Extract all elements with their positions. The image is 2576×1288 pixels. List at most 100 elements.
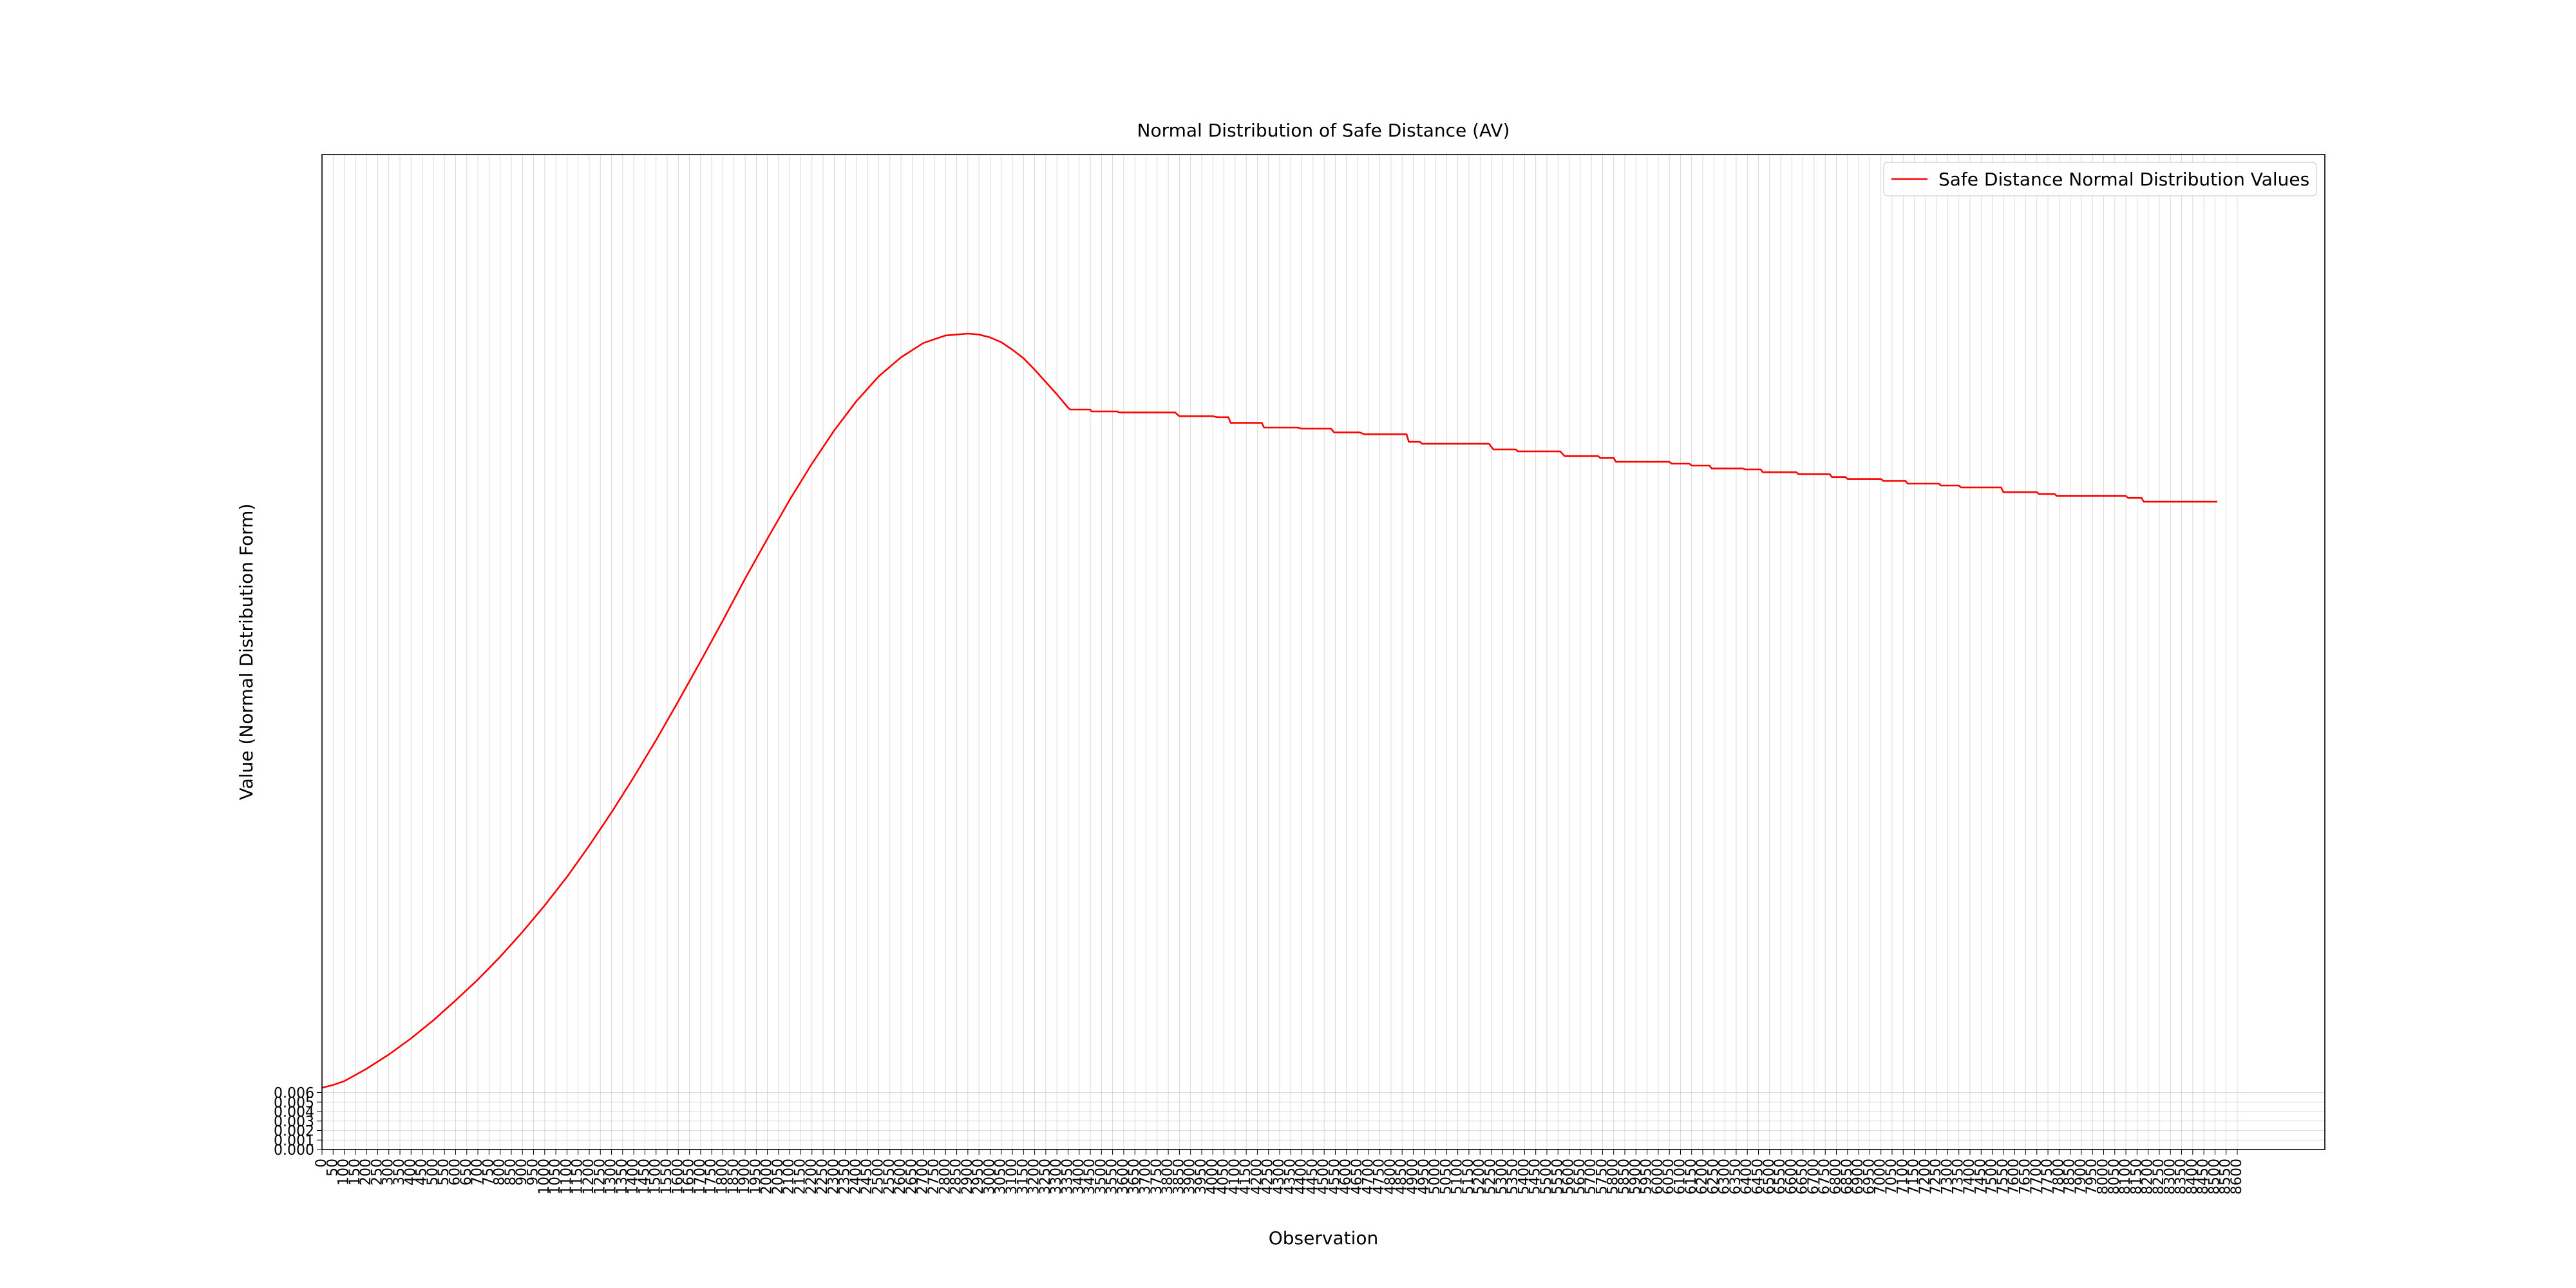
x-tick-label: 2850: [949, 1159, 965, 1195]
x-tick-label: 800: [492, 1159, 508, 1186]
x-tick-label: 6450: [1750, 1159, 1766, 1195]
x-tick-label: 6950: [1861, 1159, 1877, 1195]
x-tick-label: 6300: [1717, 1159, 1733, 1195]
x-gridlines: [321, 155, 2238, 1150]
x-tick-label: 300: [381, 1159, 397, 1186]
x-tick-label: 4450: [1305, 1159, 1321, 1195]
x-tick-label: 7800: [2050, 1159, 2067, 1195]
x-tick-label: 3250: [1037, 1159, 1054, 1195]
x-tick-label: 5250: [1483, 1159, 1499, 1195]
x-tick-label: 3900: [1182, 1159, 1198, 1195]
x-tick-label: 250: [369, 1159, 385, 1186]
x-tick-label: 5800: [1605, 1159, 1622, 1195]
x-tick-label: 3100: [1004, 1159, 1020, 1195]
x-tick-label: 3300: [1048, 1159, 1065, 1195]
x-tick-label: 6700: [1806, 1159, 1822, 1195]
x-tick-label: 3700: [1138, 1159, 1154, 1195]
x-tick-label: 4150: [1238, 1159, 1254, 1195]
x-tick-label: 0: [314, 1159, 330, 1168]
x-tick-label: 2600: [893, 1159, 909, 1195]
x-tick-label: 6800: [1828, 1159, 1844, 1195]
x-tick-label: 7650: [2017, 1159, 2033, 1195]
x-tick-label: 7900: [2073, 1159, 2089, 1195]
x-tick-label: 5500: [1539, 1159, 1555, 1195]
x-tick-label: 8250: [2151, 1159, 2167, 1195]
x-tick-label: 3500: [1093, 1159, 1109, 1195]
x-tick-label: 5900: [1627, 1159, 1643, 1195]
x-tick-label: 5150: [1461, 1159, 1477, 1195]
x-tick-label: 6850: [1839, 1159, 1855, 1195]
x-tick-label: 3650: [1126, 1159, 1142, 1195]
series-line: [321, 332, 2217, 1089]
x-tick-label: 7450: [1973, 1159, 1989, 1195]
x-tick-label: 2700: [915, 1159, 931, 1195]
x-tick-label: 8400: [2184, 1159, 2201, 1195]
x-tick-label: 4950: [1416, 1159, 1432, 1195]
x-tick-label: 750: [480, 1159, 497, 1186]
legend-box: [1883, 162, 2317, 196]
x-tick-label: 3450: [1082, 1159, 1098, 1195]
x-tick-label: 50: [325, 1159, 341, 1177]
x-tick-label: 850: [503, 1159, 519, 1186]
y-tick-label: 0.000: [274, 1142, 314, 1159]
x-tick-label: 2500: [871, 1159, 887, 1195]
x-tick-label: 5650: [1572, 1159, 1588, 1195]
x-tick-label: 4900: [1405, 1159, 1421, 1195]
x-tick-label: 7250: [1928, 1159, 1944, 1195]
x-tick-label: 2000: [759, 1159, 775, 1195]
x-tick-label: 4600: [1338, 1159, 1354, 1195]
x-tick-label: 1050: [547, 1159, 564, 1195]
x-tick-label: 6150: [1683, 1159, 1700, 1195]
x-tick-label: 2300: [826, 1159, 842, 1195]
x-tick-label: 8550: [2218, 1159, 2234, 1195]
x-tick-label: 4750: [1372, 1159, 1388, 1195]
x-tick-label: 400: [402, 1159, 419, 1186]
x-tick-label: 1650: [681, 1159, 697, 1195]
x-tick-label: 1200: [581, 1159, 597, 1195]
x-tick-label: 7050: [1884, 1159, 1900, 1195]
x-tick-label: 1600: [670, 1159, 686, 1195]
x-tick-label: 7150: [1906, 1159, 1922, 1195]
x-tick-label: 1400: [625, 1159, 641, 1195]
x-tick-label: 1700: [692, 1159, 708, 1195]
x-tick-label: 2400: [848, 1159, 864, 1195]
x-tick-label: 2200: [804, 1159, 820, 1195]
x-tick-label: 4000: [1204, 1159, 1220, 1195]
x-tick-label: 4550: [1327, 1159, 1343, 1195]
x-tick-label: 6550: [1772, 1159, 1788, 1195]
x-tick-label: 550: [436, 1159, 452, 1186]
x-tick-label: 5400: [1516, 1159, 1532, 1195]
x-tick-label: 6650: [1795, 1159, 1811, 1195]
x-tick-label: 1800: [714, 1159, 730, 1195]
y-tick-label: 0.001: [274, 1133, 314, 1149]
x-tick-label: 6350: [1728, 1159, 1744, 1195]
x-tick-label: 1300: [603, 1159, 620, 1195]
x-tick-label: 7550: [1995, 1159, 2011, 1195]
x-tick-label: 6400: [1739, 1159, 1755, 1195]
x-tick-label: 5550: [1549, 1159, 1566, 1195]
x-tick-label: 7000: [1873, 1159, 1889, 1195]
x-tick-label: 8050: [2107, 1159, 2123, 1195]
x-tick-label: 6750: [1817, 1159, 1833, 1195]
x-tick-label: 3550: [1104, 1159, 1121, 1195]
x-tick-label: 4500: [1316, 1159, 1332, 1195]
x-tick-label: 3950: [1193, 1159, 1209, 1195]
x-tick-label: 7500: [1984, 1159, 2000, 1195]
x-tick-label: 5850: [1616, 1159, 1633, 1195]
x-tick-label: 4100: [1227, 1159, 1243, 1195]
x-tick-label: 1550: [659, 1159, 675, 1195]
x-tick-label: 8300: [2162, 1159, 2178, 1195]
y-tick-label: 0.002: [274, 1124, 314, 1140]
x-tick-label: 700: [469, 1159, 486, 1186]
x-tick-label: 8350: [2174, 1159, 2190, 1195]
series-layer: [321, 332, 2217, 1089]
x-tick-label: 5300: [1494, 1159, 1510, 1195]
x-tick-label: 5050: [1438, 1159, 1454, 1195]
plot-frame: [321, 154, 2325, 1150]
x-tick-label: 6050: [1661, 1159, 1677, 1195]
x-tick-label: 7950: [2084, 1159, 2100, 1195]
x-tick-label: 200: [358, 1159, 374, 1186]
x-tick-label: 7300: [1939, 1159, 1955, 1195]
x-tick-label: 900: [514, 1159, 530, 1186]
